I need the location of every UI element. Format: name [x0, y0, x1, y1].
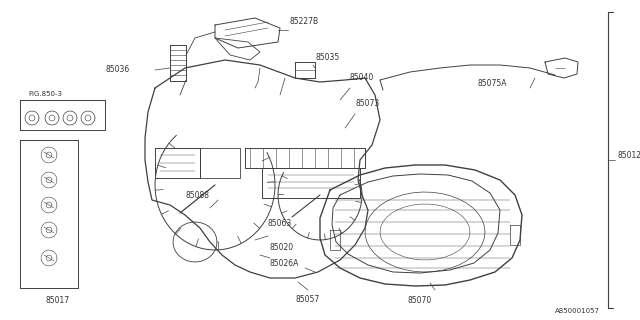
- Text: 85012: 85012: [617, 150, 640, 159]
- Text: 85026A: 85026A: [270, 259, 300, 268]
- Text: 85073: 85073: [355, 99, 380, 108]
- Text: 85057: 85057: [295, 295, 319, 304]
- Text: 85020: 85020: [270, 243, 294, 252]
- Text: 85040: 85040: [350, 73, 374, 82]
- Text: 85017: 85017: [46, 296, 70, 305]
- Text: 85088: 85088: [185, 191, 209, 200]
- Text: 85035: 85035: [315, 53, 339, 62]
- Text: FIG.850-3: FIG.850-3: [28, 91, 62, 97]
- Text: 85227B: 85227B: [290, 18, 319, 27]
- Text: 85063: 85063: [268, 219, 292, 228]
- Text: 85070: 85070: [408, 296, 432, 305]
- Text: 85075A: 85075A: [478, 79, 508, 88]
- Text: A850001057: A850001057: [555, 308, 600, 314]
- Text: 85036: 85036: [105, 66, 129, 75]
